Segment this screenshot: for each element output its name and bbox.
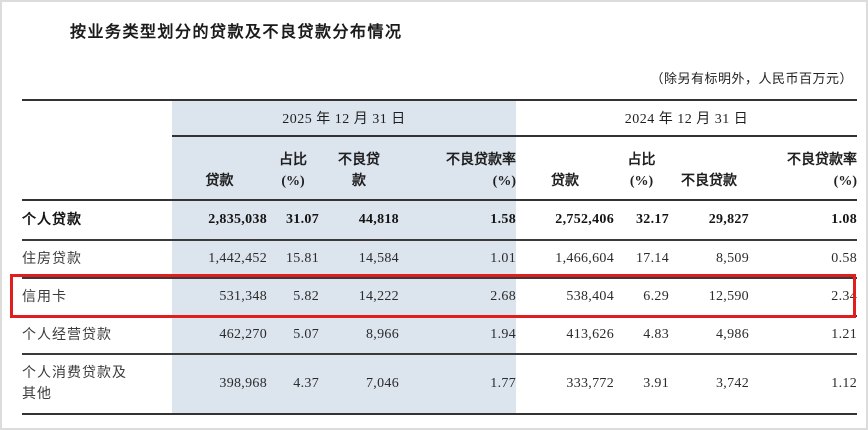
page-title: 按业务类型划分的贷款及不良贷款分布情况 [70,24,403,41]
cell-npl-2024: 4,986 [669,316,749,355]
cell-npl-ratio-2025: 1.58 [399,200,516,241]
col-header-loans-2025: 贷款 [172,136,267,201]
col-header-npl-2024: 不良贷款 [669,136,749,201]
col-header-share-2025: 占比 (%) [267,136,319,201]
cell-share-2025: 4.37 [267,354,319,415]
col-header-npl-2025: 不良贷 款 [319,136,399,201]
table-row-credit-card: 信用卡 531,348 5.82 14,222 2.68 538,404 6.2… [22,278,857,317]
row-label: 个人消费贷款及其他 [22,354,172,415]
cell-npl-2025: 14,584 [319,240,399,279]
table-row-personal-loans: 个人贷款 2,835,038 31.07 44,818 1.58 2,752,4… [22,200,857,241]
cell-share-2024: 32.17 [614,200,669,241]
table-row-personal-consumption-other: 个人消费贷款及其他 398,968 4.37 7,046 1.77 333,77… [22,354,857,415]
unit-note: （除另有标明外，人民币百万元） [650,71,853,86]
cell-share-2024: 4.83 [614,316,669,355]
cell-loans-2024: 1,466,604 [516,240,614,279]
loans-by-business-type-table: 2025 年 12 月 31 日 2024 年 12 月 31 日 贷款 占比 … [22,99,857,415]
cell-loans-2024: 538,404 [516,278,614,317]
row-label: 个人贷款 [22,200,172,241]
table-row-personal-business-loans: 个人经营贷款 462,270 5.07 8,966 1.94 413,626 4… [22,316,857,355]
corner-cell [22,99,172,136]
cell-share-2025: 15.81 [267,240,319,279]
cell-npl-2024: 8,509 [669,240,749,279]
row-label: 个人经营贷款 [22,316,172,355]
cell-npl-ratio-2024: 0.58 [749,240,857,279]
row-label-header-cell [22,136,172,201]
period-header-row: 2025 年 12 月 31 日 2024 年 12 月 31 日 [22,99,857,137]
cell-npl-2025: 44,818 [319,200,399,241]
cell-npl-2025: 14,222 [319,278,399,317]
cell-loans-2025: 462,270 [172,316,267,355]
cell-npl-ratio-2025: 1.94 [399,316,516,355]
cell-npl-ratio-2025: 1.77 [399,354,516,415]
period-header-2024: 2024 年 12 月 31 日 [516,99,857,137]
cell-npl-2024: 12,590 [669,278,749,317]
cell-loans-2024: 2,752,406 [516,200,614,241]
cell-share-2025: 31.07 [267,200,319,241]
col-header-loans-2024: 贷款 [516,136,614,201]
col-header-npl-ratio-2025: 不良贷款率 (%) [399,136,516,201]
cell-npl-ratio-2024: 2.34 [749,278,857,317]
cell-share-2024: 6.29 [614,278,669,317]
cell-npl-ratio-2024: 1.08 [749,200,857,241]
cell-loans-2024: 413,626 [516,316,614,355]
col-header-share-2024: 占比 (%) [614,136,669,201]
cell-npl-ratio-2024: 1.12 [749,354,857,415]
cell-npl-2024: 3,742 [669,354,749,415]
col-header-npl-ratio-2024: 不良贷款率 (%) [749,136,857,201]
cell-share-2024: 3.91 [614,354,669,415]
table-row-housing-loans: 住房贷款 1,442,452 15.81 14,584 1.01 1,466,6… [22,240,857,279]
row-label: 住房贷款 [22,240,172,279]
cell-npl-ratio-2024: 1.21 [749,316,857,355]
period-header-2025: 2025 年 12 月 31 日 [172,99,516,137]
cell-npl-2025: 7,046 [319,354,399,415]
cell-share-2025: 5.07 [267,316,319,355]
cell-share-2024: 17.14 [614,240,669,279]
cell-loans-2024: 333,772 [516,354,614,415]
cell-loans-2025: 1,442,452 [172,240,267,279]
cell-npl-ratio-2025: 1.01 [399,240,516,279]
cell-loans-2025: 531,348 [172,278,267,317]
row-label: 信用卡 [22,278,172,317]
cell-share-2025: 5.82 [267,278,319,317]
column-header-row: 贷款 占比 (%) 不良贷 款 不良贷款率 (%) 贷款 占比 (%) 不良贷款… [22,136,857,201]
cell-npl-2025: 8,966 [319,316,399,355]
cell-loans-2025: 398,968 [172,354,267,415]
cell-npl-2024: 29,827 [669,200,749,241]
cell-loans-2025: 2,835,038 [172,200,267,241]
cell-npl-ratio-2025: 2.68 [399,278,516,317]
